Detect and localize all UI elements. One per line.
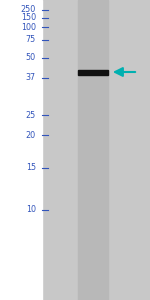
Bar: [0, 0, 42, 300]
Text: 15: 15: [26, 164, 36, 172]
Text: 75: 75: [26, 35, 36, 44]
Text: 20: 20: [26, 130, 36, 140]
Bar: [42, 0, 150, 300]
Text: 100: 100: [21, 22, 36, 32]
Text: 150: 150: [21, 14, 36, 22]
Bar: [78, 70, 108, 75]
Text: 25: 25: [26, 110, 36, 119]
Text: 50: 50: [26, 53, 36, 62]
Text: 10: 10: [26, 206, 36, 214]
Bar: [78, 0, 108, 300]
Text: 250: 250: [21, 5, 36, 14]
Text: 37: 37: [26, 74, 36, 82]
